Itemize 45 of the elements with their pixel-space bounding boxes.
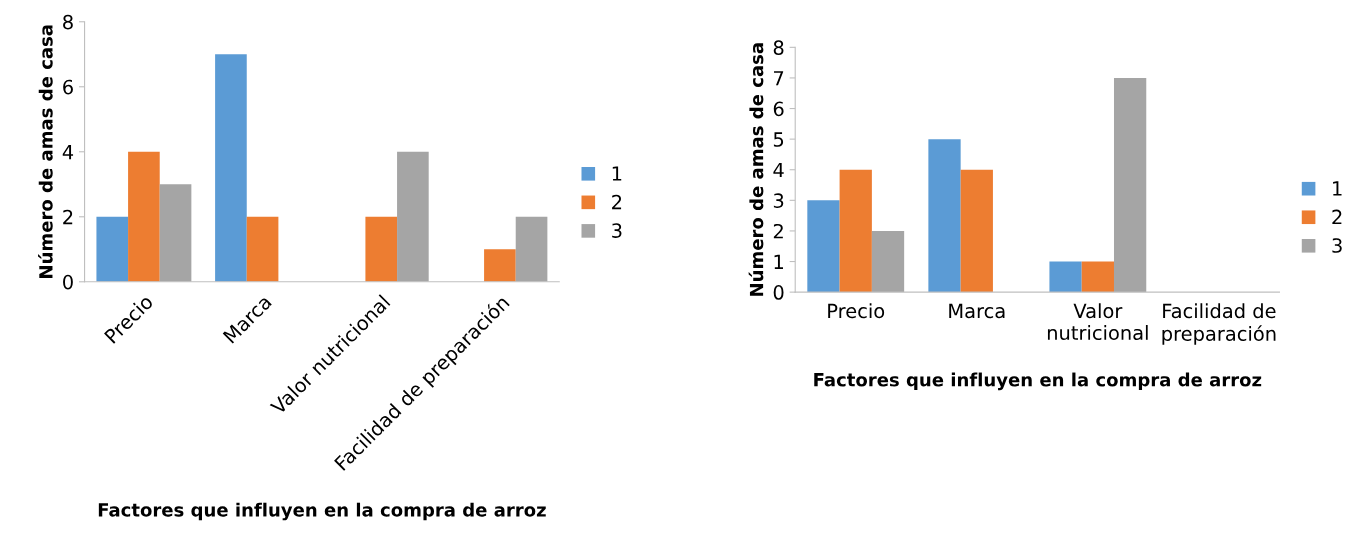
bar xyxy=(484,249,516,282)
x-tick-label: Marca xyxy=(949,303,1005,319)
y-tick-label: 7 xyxy=(774,71,784,86)
bar xyxy=(397,151,429,282)
y-tick-label: 1 xyxy=(774,254,783,269)
y-tick-label: 2 xyxy=(63,209,73,225)
legend-label: 1 xyxy=(612,166,622,181)
y-tick-label: 8 xyxy=(63,14,73,30)
legend-label: 2 xyxy=(612,194,622,210)
bar xyxy=(1081,261,1114,293)
legend-label: 3 xyxy=(612,223,622,238)
x-tick-label: Valor nutricional xyxy=(1047,303,1148,341)
y-axis-title: Número de amas de casa xyxy=(748,43,764,296)
bar xyxy=(215,54,247,282)
bar xyxy=(128,151,160,282)
bar xyxy=(1113,77,1147,293)
bar xyxy=(839,169,872,293)
bar xyxy=(960,169,993,293)
y-tick-label: 4 xyxy=(773,162,784,178)
x-tick-label: Precio xyxy=(828,303,885,319)
y-axis-title: Número de amas de casa xyxy=(38,25,53,278)
y-tick-label: 0 xyxy=(63,274,73,290)
legend-label: 2 xyxy=(1332,209,1342,225)
bar xyxy=(365,216,398,282)
bar xyxy=(871,230,905,293)
bar xyxy=(1049,261,1082,293)
x-axis-title: Factores que influyen en la compra de arroz xyxy=(98,502,546,521)
y-tick-label: 3 xyxy=(773,193,784,208)
y-tick-label: 6 xyxy=(773,101,784,117)
y-tick-label: 6 xyxy=(63,79,73,95)
x-axis-title: Factores que influyen en la compra de arroz xyxy=(814,372,1262,391)
bar xyxy=(515,216,548,282)
y-tick-label: 4 xyxy=(62,144,74,160)
legend-label: 1 xyxy=(1333,181,1342,196)
y-tick-label: 0 xyxy=(773,285,784,300)
y-tick-label: 5 xyxy=(773,132,784,147)
bar xyxy=(807,200,840,293)
bar xyxy=(96,216,129,282)
bar xyxy=(928,139,961,293)
y-tick-label: 8 xyxy=(773,40,784,55)
bar xyxy=(159,184,192,282)
y-tick-label: 2 xyxy=(773,223,783,239)
bar xyxy=(246,216,279,282)
x-tick-label: Facilidad de preparación xyxy=(1162,303,1276,345)
legend-label: 3 xyxy=(1332,238,1342,253)
